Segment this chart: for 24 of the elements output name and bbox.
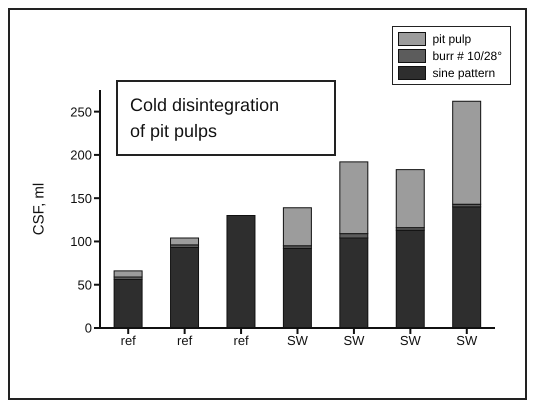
y-tick-label: 100 (70, 234, 92, 250)
bar (396, 169, 425, 228)
y-tick-label: 250 (70, 104, 92, 120)
x-tick-label: ref (120, 333, 136, 348)
y-tick-label: 150 (70, 190, 92, 206)
text-frame: Cold disintegration of pit pulps (116, 80, 336, 156)
y-tick-label: 50 (78, 277, 92, 292)
y-tick-label: 200 (70, 148, 92, 163)
x-tick-label: SW (456, 333, 478, 348)
bar (114, 270, 143, 278)
bar (170, 237, 200, 246)
bar (452, 100, 482, 205)
bar (282, 207, 312, 246)
x-tick-label: ref (177, 333, 193, 348)
x-tick-label: SW (343, 333, 366, 348)
legend-label: pit pulp (432, 32, 472, 46)
x-tick-label: SW (400, 333, 422, 348)
legend-label: burr # 10/28° (432, 48, 502, 62)
x-tick-label: ref (233, 333, 250, 348)
y-axis-title: CSF, ml (30, 182, 48, 236)
bar (339, 161, 368, 234)
x-tick-label: SW (287, 333, 309, 348)
y-tick-label: 0 (84, 320, 92, 336)
legend-label: sine pattern (432, 66, 496, 80)
